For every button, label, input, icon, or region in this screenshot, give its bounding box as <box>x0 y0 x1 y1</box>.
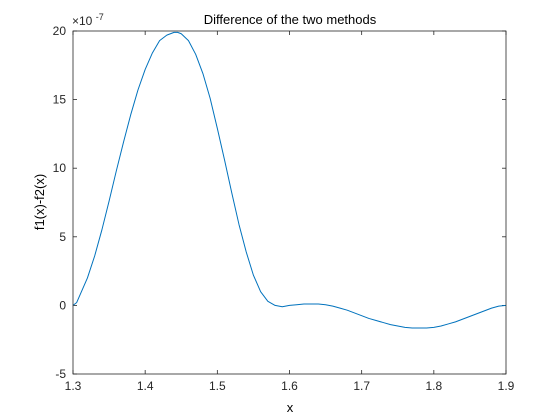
plot-area <box>73 31 506 374</box>
y-tick-label: 15 <box>53 93 67 107</box>
y-axis-label: f1(x)-f2(x) <box>32 174 47 230</box>
y-tick-label: 0 <box>59 298 66 312</box>
x-tick-label: 1.7 <box>353 379 370 393</box>
y-axis-exponent: ×10 -7 <box>72 12 104 28</box>
series-layer <box>72 31 507 329</box>
y-exponent-base: ×10 <box>72 14 93 28</box>
x-tick-label: 1.6 <box>281 379 298 393</box>
axis-tick-labels: 1.3 1.4 1.5 1.6 1.7 1.8 1.9 -5 0 5 10 15 20 <box>53 24 515 393</box>
y-tick-label: 10 <box>53 161 67 175</box>
x-tick-label: 1.8 <box>425 379 442 393</box>
chart-title: Difference of the two methods <box>204 12 377 27</box>
x-axis-label: x <box>287 400 294 415</box>
y-tick-label: -5 <box>55 367 66 381</box>
plot-box <box>72 30 507 375</box>
x-tick-label: 1.9 <box>498 379 515 393</box>
x-tick-label: 1.3 <box>65 379 82 393</box>
y-tick-label: 20 <box>53 24 67 38</box>
y-tick-label: 5 <box>59 230 66 244</box>
series-line <box>72 31 507 329</box>
x-tick-label: 1.4 <box>137 379 154 393</box>
x-tick-label: 1.5 <box>209 379 226 393</box>
y-exponent-power: -7 <box>96 12 104 22</box>
